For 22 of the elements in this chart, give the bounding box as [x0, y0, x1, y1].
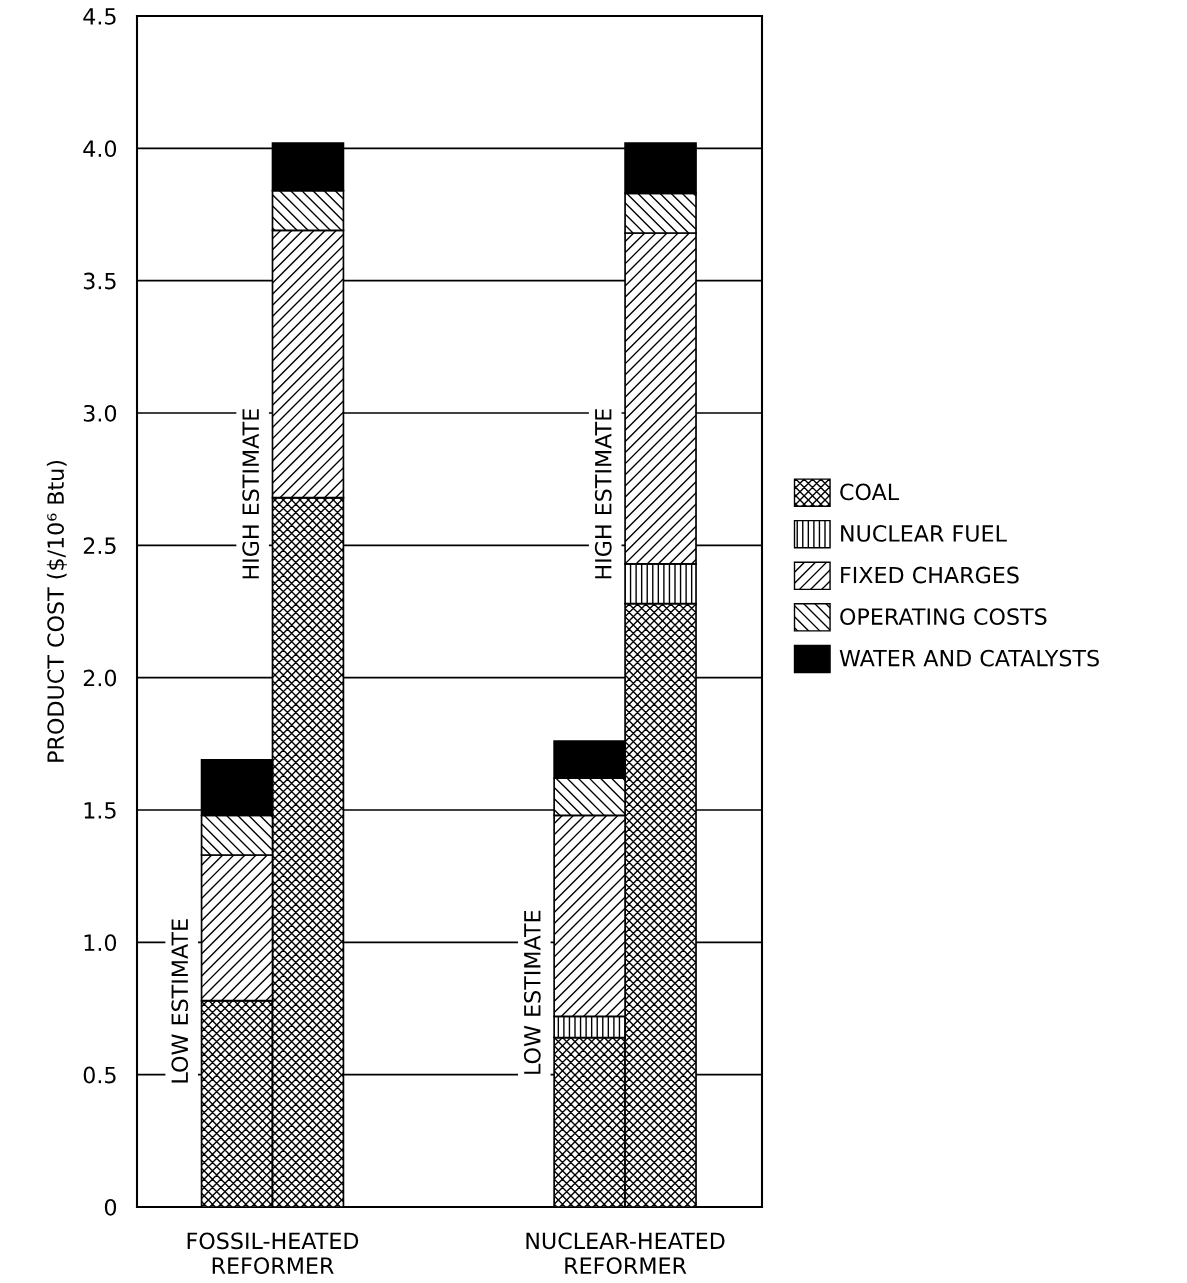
text: NUCLEAR-HEATED REFORMER: [526, 1232, 725, 1275]
legend-label: FIXED CHARGES: [841, 566, 1019, 584]
y-tick-label: 0: [104, 1198, 117, 1216]
y-tick-label: 3.5: [83, 272, 116, 290]
annotation: HIGH ESTIMATE: [594, 409, 612, 579]
legend-label: NUCLEAR FUEL: [841, 525, 1007, 542]
legend-label: COAL: [840, 483, 900, 501]
legend-label: WATER AND CATALYSTS: [839, 649, 1099, 667]
y-tick-label: 2.5: [83, 537, 116, 555]
y-tick-label: 4.5: [83, 8, 116, 25]
y-tick-label: 3.0: [83, 404, 117, 422]
annotation: LOW ESTIMATE: [171, 919, 189, 1083]
y-tick-label: 1.0: [84, 934, 117, 952]
y-tick-label: 2.0: [83, 669, 117, 687]
text: FOSSIL-HEATED REFORMER: [187, 1232, 359, 1275]
y-tick-label: 0.5: [83, 1066, 116, 1084]
y-tick-label: 1.5: [84, 802, 116, 819]
annotation: LOW ESTIMATE: [523, 910, 541, 1074]
y-axis-title: PRODUCT COST ($/10⁶ Btu): [46, 460, 67, 762]
legend-label: OPERATING COSTS: [840, 608, 1047, 625]
annotation: HIGH ESTIMATE: [242, 409, 260, 579]
y-tick-label: 4.0: [83, 140, 117, 158]
